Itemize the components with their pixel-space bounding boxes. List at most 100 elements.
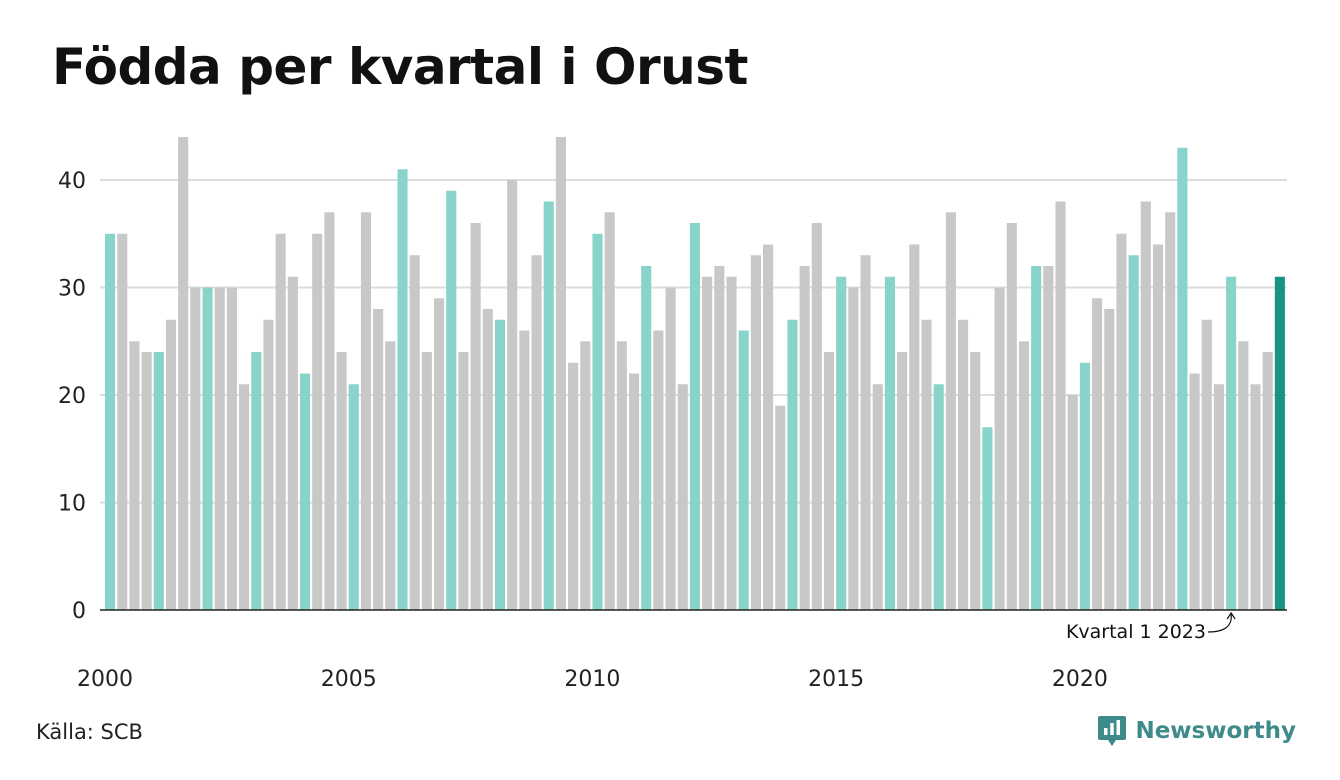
bar bbox=[543, 201, 554, 610]
bar bbox=[531, 255, 542, 610]
bar bbox=[738, 330, 749, 610]
bar bbox=[628, 373, 640, 610]
bar bbox=[482, 309, 493, 610]
bar bbox=[1067, 395, 1078, 610]
bar bbox=[373, 309, 384, 610]
bar bbox=[714, 266, 725, 610]
bar bbox=[982, 427, 993, 610]
annotation-layer: Kvartal 1 2023 bbox=[1066, 611, 1236, 643]
bar bbox=[653, 330, 664, 610]
bar bbox=[287, 276, 298, 610]
bar bbox=[702, 276, 713, 610]
bar bbox=[470, 223, 481, 610]
bar bbox=[141, 352, 152, 610]
bar bbox=[507, 180, 518, 610]
bar bbox=[970, 352, 981, 610]
bar bbox=[434, 298, 445, 610]
bar bbox=[458, 352, 469, 610]
bar bbox=[105, 233, 116, 610]
bar bbox=[117, 233, 128, 610]
bar bbox=[202, 287, 213, 610]
bar bbox=[897, 352, 908, 610]
x-tick-label: 2000 bbox=[77, 667, 133, 692]
bar bbox=[446, 190, 457, 610]
bar bbox=[836, 276, 847, 610]
bar bbox=[1055, 201, 1066, 610]
source-label: Källa: SCB bbox=[36, 720, 143, 744]
y-tick-label: 10 bbox=[58, 492, 86, 517]
bar bbox=[421, 352, 432, 610]
bar bbox=[312, 233, 323, 610]
bar bbox=[1092, 298, 1103, 610]
bar bbox=[909, 244, 920, 610]
bar bbox=[226, 287, 237, 610]
bar bbox=[616, 341, 627, 610]
bar bbox=[1116, 233, 1127, 610]
bar bbox=[336, 352, 347, 610]
bar bbox=[592, 233, 603, 610]
bar bbox=[860, 255, 871, 610]
bar bbox=[1104, 309, 1115, 610]
bar bbox=[153, 352, 164, 610]
axis-layer: 0 10 20 30 40 2000 2005 2010 2015 2020 bbox=[58, 169, 1287, 692]
bar bbox=[239, 384, 250, 610]
annotation-arrowhead bbox=[1226, 611, 1236, 620]
bar bbox=[763, 244, 774, 610]
bar bbox=[884, 276, 895, 610]
y-tick-label: 30 bbox=[58, 277, 86, 302]
bar bbox=[872, 384, 883, 610]
bar bbox=[1079, 362, 1090, 610]
bar bbox=[1006, 223, 1017, 610]
bar bbox=[385, 341, 396, 610]
bar bbox=[726, 276, 737, 610]
bar bbox=[677, 384, 688, 610]
bar bbox=[360, 212, 372, 610]
bar bbox=[933, 384, 944, 610]
x-tick-label: 2005 bbox=[321, 667, 377, 692]
bar bbox=[568, 362, 579, 610]
bar bbox=[1152, 244, 1164, 610]
bar bbox=[129, 341, 140, 610]
bar bbox=[1043, 266, 1054, 610]
bar bbox=[1177, 147, 1188, 610]
brand-name: Newsworthy bbox=[1135, 718, 1296, 744]
bar bbox=[787, 319, 798, 610]
bar bbox=[214, 287, 225, 610]
bar bbox=[921, 319, 932, 610]
y-tick-label: 40 bbox=[58, 169, 86, 194]
annotation-label: Kvartal 1 2023 bbox=[1066, 621, 1206, 643]
annotation-arrow bbox=[1207, 613, 1232, 633]
bar bbox=[775, 405, 786, 610]
bar bbox=[555, 137, 566, 610]
bar bbox=[1238, 341, 1249, 610]
bar bbox=[823, 352, 835, 610]
bar bbox=[848, 287, 859, 610]
bar bbox=[1226, 276, 1237, 610]
x-tick-label: 2010 bbox=[564, 667, 620, 692]
bar bbox=[1262, 352, 1273, 610]
bar bbox=[299, 373, 311, 610]
bar bbox=[1201, 319, 1212, 610]
y-tick-label: 0 bbox=[72, 599, 86, 624]
chart-title: Födda per kvartal i Orust bbox=[52, 38, 748, 96]
x-tick-label: 2020 bbox=[1052, 667, 1108, 692]
brand-logo: Newsworthy bbox=[1097, 714, 1296, 748]
bar bbox=[750, 255, 761, 610]
bar-layer bbox=[105, 137, 1285, 610]
bar bbox=[799, 266, 810, 610]
bar bbox=[1213, 384, 1224, 610]
bar bbox=[275, 233, 286, 610]
bar bbox=[409, 255, 420, 610]
bar bbox=[665, 287, 676, 610]
bar bbox=[251, 352, 262, 610]
bar bbox=[994, 287, 1005, 610]
bar bbox=[1140, 201, 1151, 610]
bar bbox=[178, 137, 189, 610]
bar bbox=[1189, 373, 1200, 610]
bar bbox=[1165, 212, 1176, 610]
bar bbox=[1018, 341, 1030, 610]
bar bbox=[641, 266, 652, 610]
bar bbox=[580, 341, 591, 610]
bar bbox=[811, 223, 822, 610]
